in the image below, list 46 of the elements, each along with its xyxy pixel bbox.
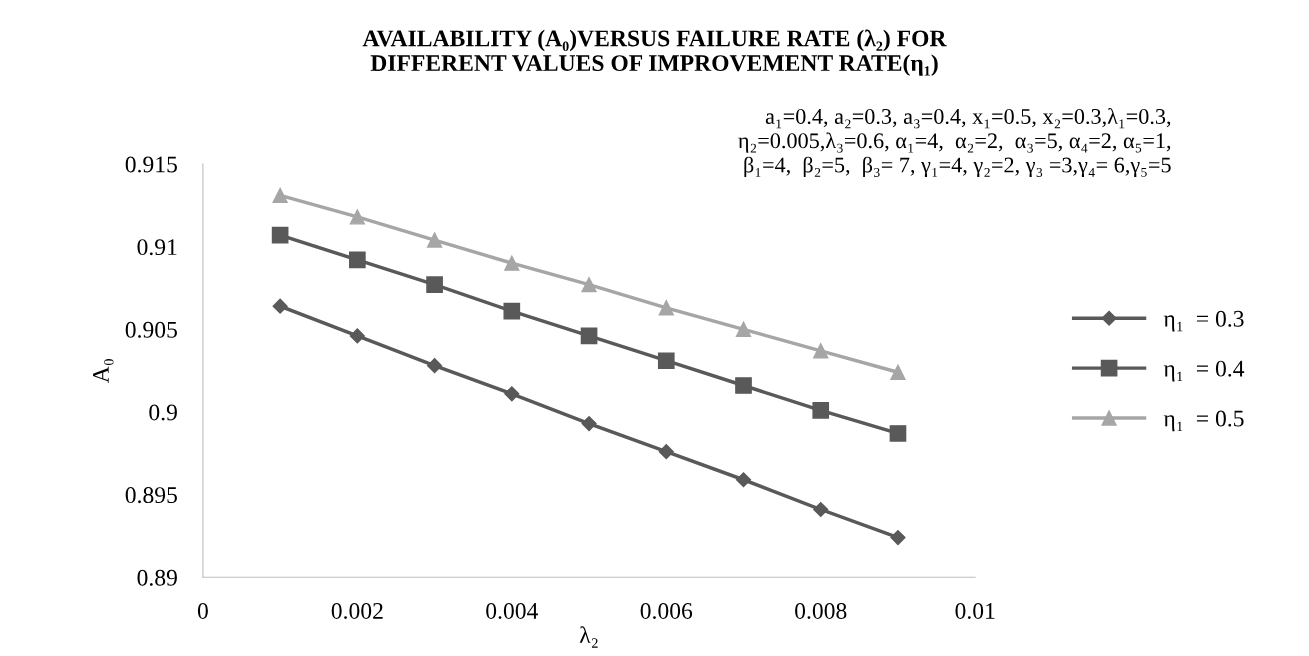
point	[272, 298, 288, 314]
x-tick-label: 0	[197, 602, 208, 619]
y-axis-title: A₀	[93, 359, 114, 384]
point	[580, 327, 598, 345]
legend-label: η₁ = 0.3	[1163, 310, 1244, 332]
point	[581, 415, 597, 432]
point	[658, 300, 674, 316]
point	[657, 352, 675, 370]
point	[503, 302, 521, 320]
y-tick-label: 0.905	[125, 321, 177, 338]
y-tick-label: 0.915	[125, 156, 177, 173]
point	[735, 321, 752, 337]
point	[813, 343, 829, 359]
x-axis-title: λ₂	[579, 626, 598, 648]
point	[735, 377, 752, 394]
x-tick-label: 0.01	[955, 602, 995, 619]
point	[889, 425, 907, 442]
point	[581, 277, 597, 293]
point	[271, 226, 289, 244]
point	[426, 276, 443, 294]
legend-label: η₁ = 0.4	[1163, 360, 1245, 382]
point	[890, 364, 906, 380]
x-tick-label: 0.006	[640, 602, 693, 619]
x-tick-label: 0.002	[331, 602, 383, 619]
y-tick-label: 0.91	[137, 239, 177, 256]
point	[349, 251, 366, 269]
x-tick-label: 0.004	[486, 602, 539, 619]
point	[272, 187, 288, 204]
point	[812, 401, 830, 419]
point	[349, 328, 365, 344]
point	[427, 358, 443, 374]
point	[349, 209, 365, 225]
y-tick-label: 0.89	[137, 569, 177, 586]
point	[504, 255, 520, 271]
legend-label: η₁ = 0.5	[1163, 410, 1244, 432]
chart-title: AVAILABILITY (A₀)VERSUS FAILURE RATE (λ₂) FOR DIFFERENT VALUES OF IMPROVEMENT RATE(η₁)	[362, 29, 947, 76]
point	[890, 530, 906, 546]
annotation: a₁=0.4, a₂=0.3, a₃=0.4, x₁=0.5, x₂=0.3,λ₁=0.3, η₂=0.005,λ₃=0.6, α₁=4, α₂=2, α₃=5, α₄=2, α₅=1, β₁=4, β₂=5, β₃= 7, γ₁=4, γ₂=2, γ₃ =3,γ₄= 6,γ₅=5	[738, 108, 1171, 178]
x-tick-label: 0.008	[795, 602, 847, 619]
point	[813, 501, 829, 518]
y-tick-label: 0.9	[149, 404, 177, 421]
point	[504, 386, 520, 402]
point	[735, 472, 752, 488]
y-tick-label: 0.895	[125, 487, 177, 504]
point	[658, 444, 674, 460]
point	[426, 232, 443, 248]
